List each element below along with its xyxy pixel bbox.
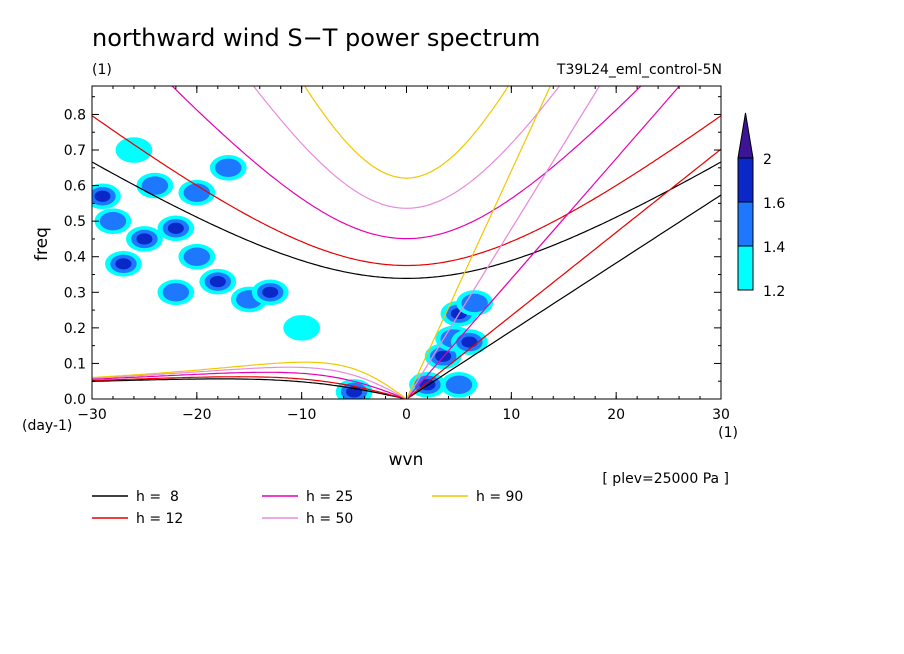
dispersion-curve [303, 86, 510, 179]
y-tick-label: 0.8 [64, 107, 86, 123]
power-blob [136, 233, 153, 245]
colorbar-label: 1.4 [763, 240, 785, 256]
y-tick-label: 0.2 [64, 321, 86, 337]
power-blob [167, 222, 184, 234]
legend-label: h = 25 [306, 489, 353, 505]
power-blob [94, 190, 111, 202]
y-tick-label: 0.7 [64, 143, 86, 159]
power-blob [99, 211, 127, 231]
dispersion-curve [406, 194, 721, 399]
power-contours [92, 137, 494, 399]
y-tick-label: 0.0 [64, 392, 86, 408]
legend: h = 8 h = 12 h = 25 h = 50 h = 90 [92, 489, 523, 527]
colorbar-label: 2 [763, 152, 772, 168]
legend-label: h = 50 [306, 511, 353, 527]
dispersion-curves [92, 86, 721, 399]
power-blob [162, 283, 190, 302]
y-tick-label: 0.4 [64, 250, 86, 266]
x-tick-label: −20 [182, 407, 212, 423]
plev-annotation: [ plev=25000 Pa ] [602, 471, 729, 487]
power-blob [209, 276, 226, 288]
colorbar-arrow [737, 112, 754, 159]
y-tick-label: 0.6 [64, 179, 86, 195]
power-blob [115, 258, 132, 270]
dispersion-curve [405, 86, 552, 399]
y-axis-title: freq [32, 227, 52, 261]
dispersion-curve [92, 115, 721, 267]
power-blob [262, 286, 279, 298]
y-units-label: (day-1) [22, 418, 72, 434]
legend-label: h = 12 [136, 511, 183, 527]
x-tick-label: 0 [402, 407, 411, 423]
legend-label: h = 90 [476, 489, 523, 505]
units-label: (1) [92, 62, 112, 78]
y-tick-label: 0.3 [64, 285, 86, 301]
dispersion-curve [92, 371, 407, 399]
dispersion-curve [92, 161, 721, 279]
x-tick-label: −10 [287, 407, 317, 423]
chart-title: northward wind S−T power spectrum [92, 24, 540, 52]
colorbar-segment [737, 245, 754, 291]
x-tick-label: −30 [77, 407, 107, 423]
axis-ticks: −30 −20 −10 0 10 20 30 0.0 0.1 0.2 0.3 0.4 0.5 0.6 0.7… [64, 86, 730, 423]
plot-area [92, 86, 721, 399]
dispersion-curve [92, 366, 407, 399]
colorbar-segment [737, 157, 754, 203]
dispersion-curve [171, 86, 642, 240]
colorbar-segment [737, 201, 754, 247]
power-blob [215, 158, 242, 178]
x-tick-label: 30 [712, 407, 730, 423]
x-tick-label: 20 [607, 407, 625, 423]
power-blob [461, 336, 478, 348]
y-tick-label: 0.1 [64, 356, 86, 372]
dispersion-curve [92, 378, 407, 399]
power-blob [445, 375, 473, 394]
colorbar: 2 1.6 1.4 1.2 [737, 112, 785, 300]
x-units-label: (1) [718, 425, 738, 441]
x-tick-label: 10 [502, 407, 520, 423]
colorbar-label: 1.2 [763, 284, 785, 300]
legend-label: h = 8 [136, 489, 179, 505]
power-blob [283, 315, 321, 341]
power-blob [183, 183, 211, 202]
power-blob [183, 247, 211, 266]
dispersion-curve [92, 376, 407, 399]
dispersion-curve [252, 86, 561, 209]
colorbar-label: 1.6 [763, 196, 785, 212]
x-axis-title: wvn [389, 450, 424, 470]
dispersion-curve [406, 86, 681, 399]
experiment-label: T39L24_eml_control-5N [556, 62, 722, 78]
power-blob [115, 137, 153, 163]
dispersion-curve [406, 148, 721, 399]
power-blob [141, 176, 169, 195]
dispersion-curve [92, 361, 407, 399]
y-tick-label: 0.5 [64, 214, 86, 230]
dispersion-curve [405, 86, 601, 399]
